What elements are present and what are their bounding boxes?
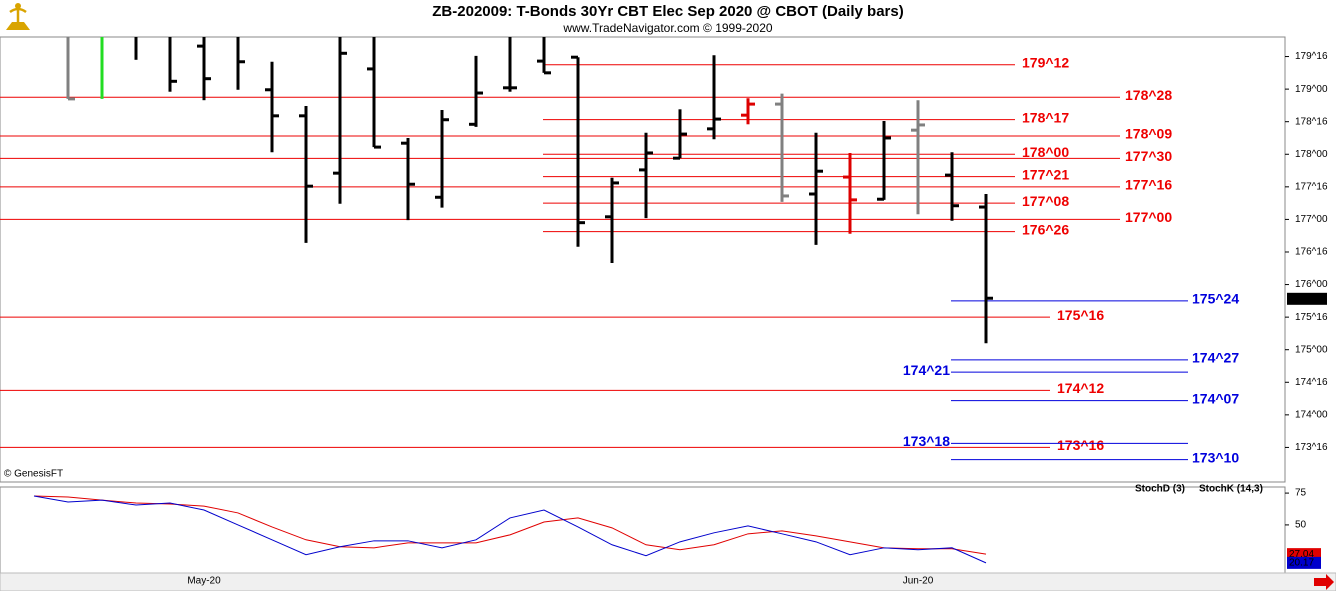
y-tick-label: 174^16 xyxy=(1295,377,1328,388)
x-tick-label: Jun-20 xyxy=(903,576,934,587)
level-label: 174^07 xyxy=(1192,390,1239,406)
stoch-line xyxy=(33,495,987,564)
y-tick-label: 177^16 xyxy=(1295,181,1328,192)
y-tick-label: 173^16 xyxy=(1295,442,1328,453)
level-label: 177^16 xyxy=(1125,177,1172,193)
level-label: 175^16 xyxy=(1057,307,1104,323)
level-label: 177^21 xyxy=(1022,166,1069,182)
y-tick-label: 177^00 xyxy=(1295,214,1328,225)
level-label: 173^10 xyxy=(1192,449,1239,465)
level-label: 177^08 xyxy=(1022,193,1069,209)
chart-title: ZB-202009: T-Bonds 30Yr CBT Elec Sep 202… xyxy=(432,3,903,20)
level-label: 178^09 xyxy=(1125,126,1172,142)
level-label: 179^12 xyxy=(1022,54,1069,70)
value-tag-label: 20.17 xyxy=(1289,558,1314,569)
x-tick-label: May-20 xyxy=(187,576,221,587)
y-tick-label: 178^16 xyxy=(1295,116,1328,127)
level-label: 176^26 xyxy=(1022,221,1069,237)
y-tick-label: 178^00 xyxy=(1295,149,1328,160)
legend-entry: StochK (14,3) xyxy=(1199,484,1263,495)
y-tick-label: 75 xyxy=(1295,488,1307,499)
value-tag-label: 27.04 xyxy=(1289,549,1314,560)
level-label: 178^28 xyxy=(1125,87,1172,103)
level-label: 173^16 xyxy=(1057,437,1104,453)
y-tick-label: 176^16 xyxy=(1295,247,1328,258)
legend-entry: StochD (3) xyxy=(1135,484,1185,495)
last-price-tag xyxy=(1287,292,1327,305)
level-label: 174^12 xyxy=(1057,380,1104,396)
logo xyxy=(6,3,30,30)
last-price-label: 175^25 xyxy=(1289,293,1322,304)
y-tick-label: 50 xyxy=(1295,520,1307,531)
level-label: 178^00 xyxy=(1022,144,1069,160)
indicator-panel xyxy=(0,486,1286,574)
level-label: 174^27 xyxy=(1192,350,1239,366)
chart-subtitle: www.TradeNavigator.com © 1999-2020 xyxy=(562,21,772,35)
level-label: 177^00 xyxy=(1125,209,1172,225)
scroll-arrow[interactable] xyxy=(1314,574,1334,590)
level-label: 175^24 xyxy=(1192,291,1239,307)
y-tick-label: 179^16 xyxy=(1295,51,1328,62)
level-label: 178^17 xyxy=(1022,109,1069,125)
level-label: 174^21 xyxy=(903,362,950,378)
y-tick-label: 179^00 xyxy=(1295,84,1328,95)
value-tag xyxy=(1287,556,1321,569)
stoch-line xyxy=(33,495,987,555)
y-tick-label: 175^00 xyxy=(1295,344,1328,355)
y-tick-label: 174^00 xyxy=(1295,409,1328,420)
level-label: 177^30 xyxy=(1125,148,1172,164)
level-label: 173^18 xyxy=(903,433,950,449)
copyright: © GenesisFT xyxy=(4,469,63,480)
y-tick-label: 176^00 xyxy=(1295,279,1328,290)
price-panel xyxy=(0,36,1286,483)
y-tick-label: 175^16 xyxy=(1295,312,1328,323)
x-axis-strip xyxy=(0,572,1336,591)
